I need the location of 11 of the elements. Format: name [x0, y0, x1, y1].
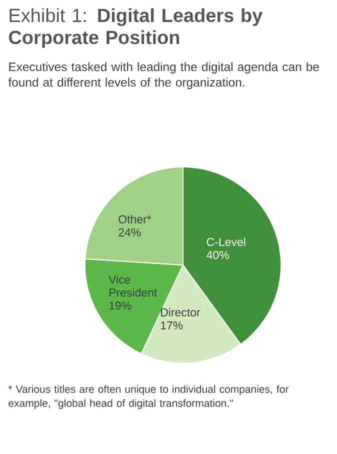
- slice-label: Other*: [118, 215, 152, 224]
- chart-title: Exhibit 1: Digital Leaders by Corporate Position: [8, 8, 263, 48]
- slice-label: C-Level: [206, 238, 246, 246]
- data-label: 19%: [109, 302, 132, 310]
- text: * Various titles are often unique to individual companies, for example, "global head of digital transformation.": [8, 385, 289, 409]
- slice-label: Vice President: [108, 275, 158, 297]
- data-label: 40%: [206, 250, 229, 260]
- data-label: 24%: [118, 228, 141, 236]
- chart-subtitle: Executives tasked with leading the digital agenda can be found at different levels of the organization.: [8, 62, 319, 90]
- slice-label: Director: [161, 308, 200, 316]
- data-label: 17%: [160, 321, 183, 330]
